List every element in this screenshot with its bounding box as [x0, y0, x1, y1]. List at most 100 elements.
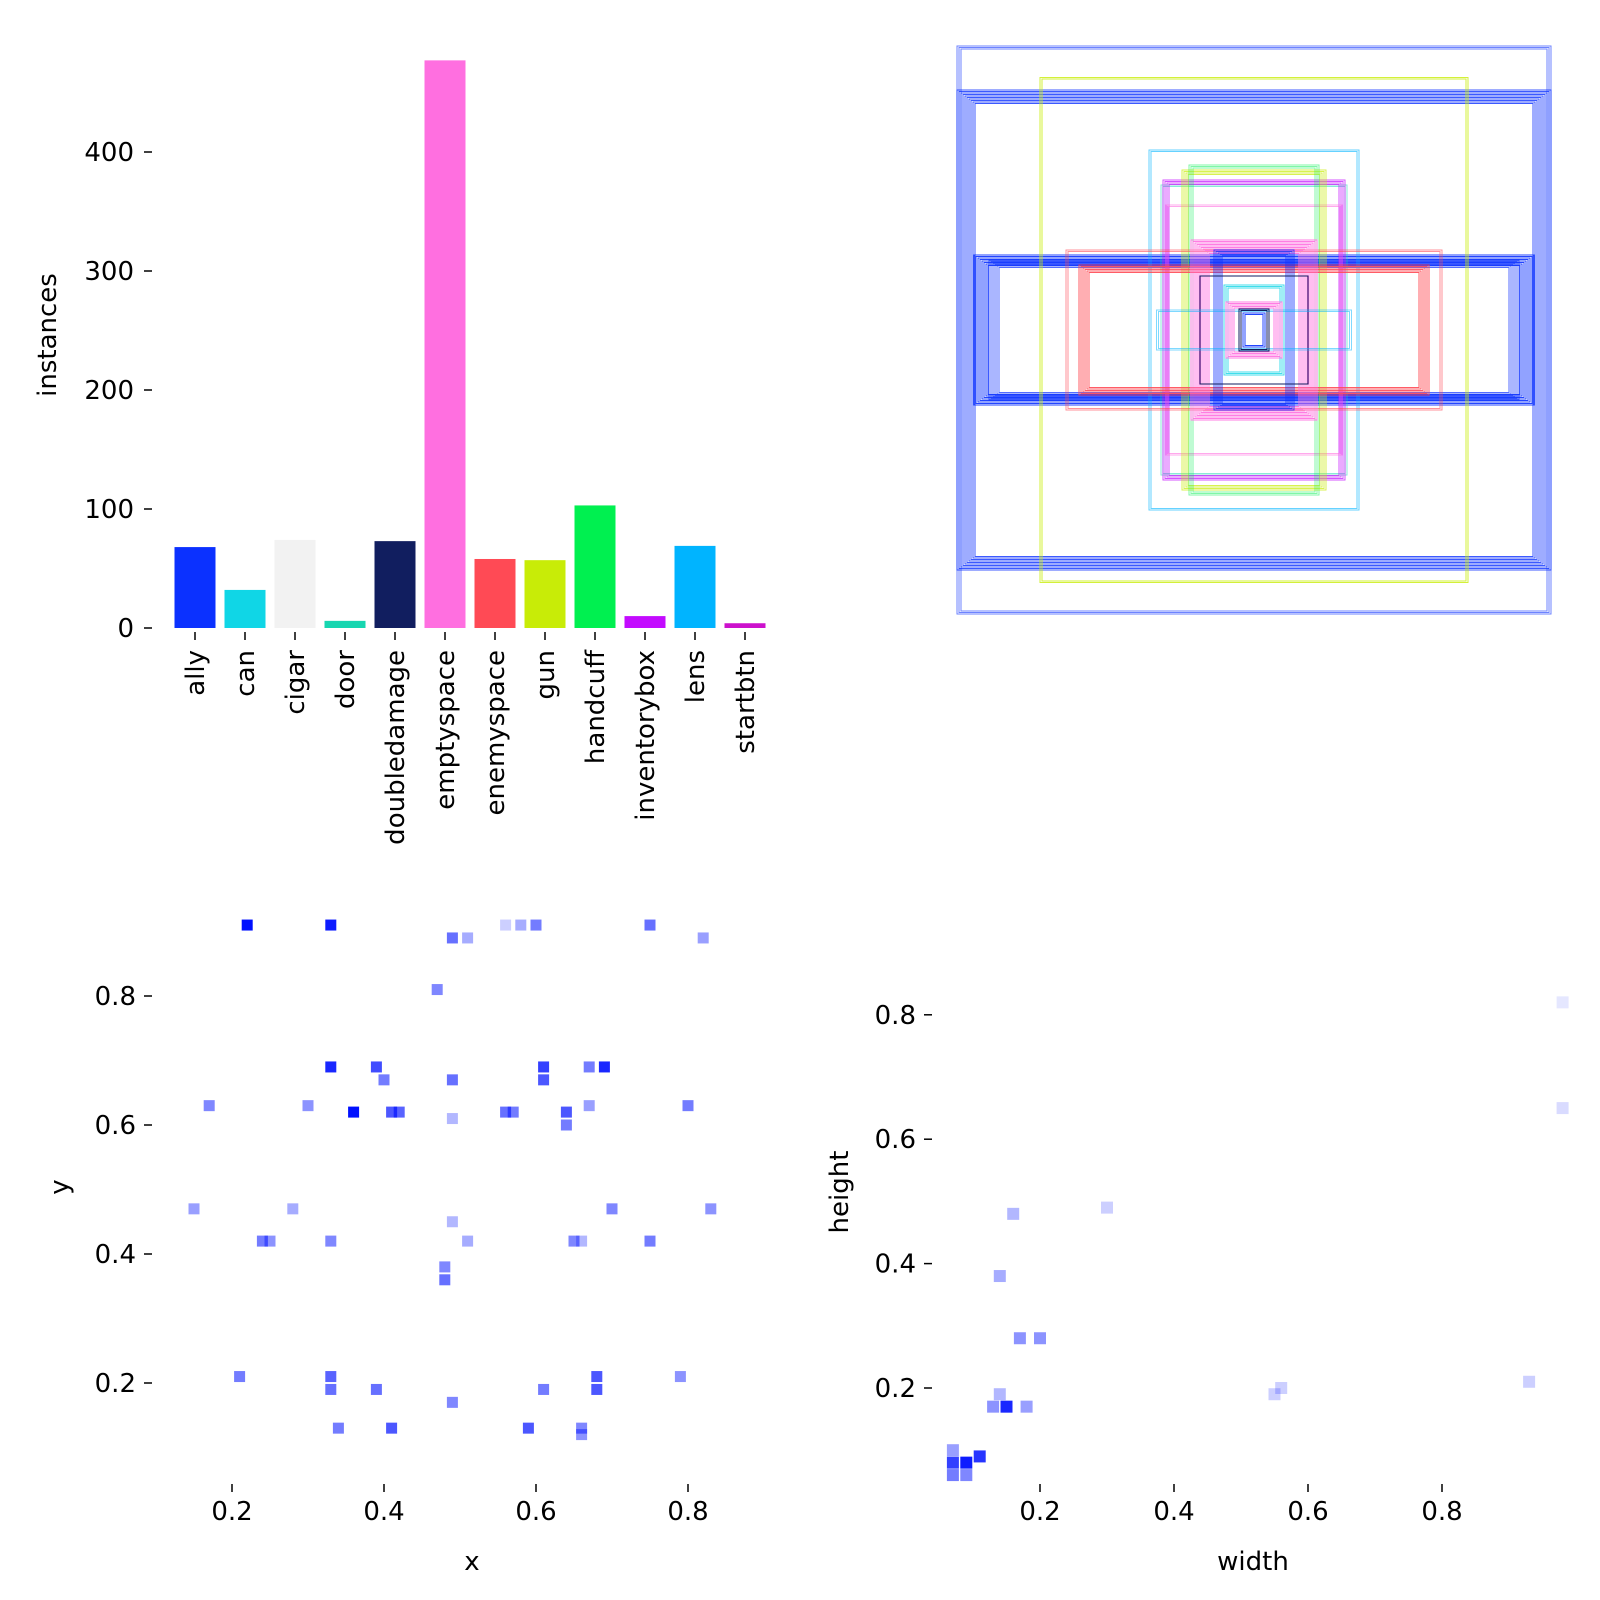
bar-x-tick-label: doubledamage: [381, 650, 411, 845]
wh-x-tick-label: 0.4: [1153, 1497, 1194, 1527]
xy-cell: [538, 1061, 550, 1073]
bbox-outline: [1192, 241, 1316, 419]
bbox-outline: [974, 103, 1534, 557]
xy-cell: [598, 1061, 610, 1073]
xy-cell: [576, 1429, 588, 1441]
bbox-outline: [988, 259, 1520, 401]
wh-x-tick-label: 0.6: [1287, 1497, 1328, 1527]
xy-cell: [370, 1383, 382, 1395]
xy-cell: [591, 1383, 603, 1395]
xy-center-heatmap: x y 0.2 0.4 0.6 0.8 0.2 0.4 0.6 0.8: [45, 919, 717, 1577]
xy-x-tick-label: 0.8: [667, 1497, 708, 1527]
xy-cell: [348, 1106, 360, 1118]
bbox-outline: [1080, 266, 1428, 394]
bar-x-tick-label: handcuff: [581, 649, 611, 764]
bbox-outline: [1200, 247, 1308, 413]
wh-cell: [1013, 1332, 1026, 1345]
bbox-outline: [1188, 164, 1320, 496]
wh-x-tick-label: 0.2: [1019, 1497, 1060, 1527]
wh-cell: [1556, 996, 1569, 1009]
bbox-outline: [1217, 252, 1291, 408]
xy-cell: [439, 1274, 451, 1286]
bbox-outline: [1078, 264, 1430, 396]
bar-x-tick-label: ally: [181, 650, 211, 696]
wh-cell: [1000, 1400, 1013, 1413]
bbox-outline: [1067, 251, 1441, 409]
wh-y-tick-label: 0.8: [875, 1001, 916, 1031]
bbox-outline: [956, 89, 1552, 571]
wh-cell: [960, 1469, 973, 1482]
xy-cell: [446, 932, 458, 944]
xy-cell: [560, 1119, 572, 1131]
bbox-outline: [983, 262, 1525, 398]
bbox-outline: [970, 100, 1538, 560]
xy-cell: [241, 919, 253, 931]
bar-emptyspace: [424, 60, 466, 629]
bbox-outline: [1223, 284, 1285, 376]
bbox-outline: [1242, 312, 1266, 348]
xy-cell: [568, 1235, 580, 1247]
bbox-outline: [1086, 270, 1422, 390]
xy-cell: [325, 1235, 337, 1247]
wh-cell: [993, 1388, 1006, 1401]
bbox-outline: [1233, 307, 1275, 353]
bar-y-tick-label: 100: [84, 495, 134, 525]
xy-cell: [576, 1422, 588, 1434]
wh-y-axis-label: height: [825, 1151, 855, 1234]
bar-cigar: [274, 539, 316, 628]
xy-cell: [287, 1203, 299, 1215]
bbox-outline: [960, 92, 1548, 568]
xy-cell: [697, 932, 709, 944]
xy-cell: [325, 1371, 337, 1383]
xy-cell: [446, 1396, 458, 1408]
bbox-outline: [977, 257, 1531, 403]
bbox-outline: [1227, 287, 1281, 373]
bbox-outline: [990, 261, 1518, 399]
bbox-outline: [1164, 181, 1344, 479]
wh-y-tick-label: 0.6: [875, 1125, 916, 1155]
xy-x-tick-label: 0.6: [515, 1497, 556, 1527]
bar-x-tick-label: enemyspace: [481, 650, 511, 815]
xy-cell: [591, 1371, 603, 1383]
bbox-outline: [981, 260, 1527, 400]
bbox-outline: [1088, 272, 1420, 388]
wh-cell: [973, 1450, 986, 1463]
bbox-outline: [1227, 303, 1281, 357]
bar-x-tick-label: door: [331, 650, 361, 709]
bbox-outline: [968, 98, 1540, 562]
bbox-outline: [964, 95, 1544, 565]
bar-startbtn: [724, 623, 766, 628]
bar-y-tick-label: 200: [84, 376, 134, 406]
xy-x-tick-label: 0.2: [211, 1497, 252, 1527]
xy-cell: [500, 1106, 512, 1118]
bar-x-tick-label: lens: [681, 650, 711, 703]
bbox-outline: [1162, 186, 1346, 474]
wh-cell: [946, 1444, 959, 1457]
bbox-outline: [1084, 269, 1424, 391]
xy-y-tick-label: 0.2: [95, 1369, 136, 1399]
bbox-outline: [1165, 204, 1343, 456]
bounding-boxes-panel: [956, 45, 1552, 615]
wh-y-tick-label: 0.4: [875, 1250, 916, 1280]
bbox-outline: [956, 45, 1552, 615]
bbox-outline: [1225, 301, 1283, 359]
wh-cell: [1523, 1375, 1536, 1388]
xy-cell: [530, 919, 542, 931]
xy-cell: [234, 1371, 246, 1383]
bbox-outline: [1148, 149, 1360, 511]
xy-y-tick-label: 0.4: [95, 1240, 136, 1270]
bbox-outline: [1194, 242, 1314, 418]
xy-y-axis-label: y: [45, 1179, 75, 1194]
bbox-outline: [1039, 77, 1469, 583]
bbox-outline: [1190, 166, 1318, 494]
xy-cell: [431, 984, 443, 996]
xy-cell: [302, 1100, 314, 1112]
wh-cell: [993, 1270, 1006, 1283]
xy-cell: [446, 1113, 458, 1125]
bar-can: [224, 589, 266, 628]
xy-cell: [644, 919, 656, 931]
bbox-outline: [966, 97, 1542, 563]
wh-cell: [1007, 1207, 1020, 1220]
bar-y-tick-label: 400: [84, 138, 134, 168]
